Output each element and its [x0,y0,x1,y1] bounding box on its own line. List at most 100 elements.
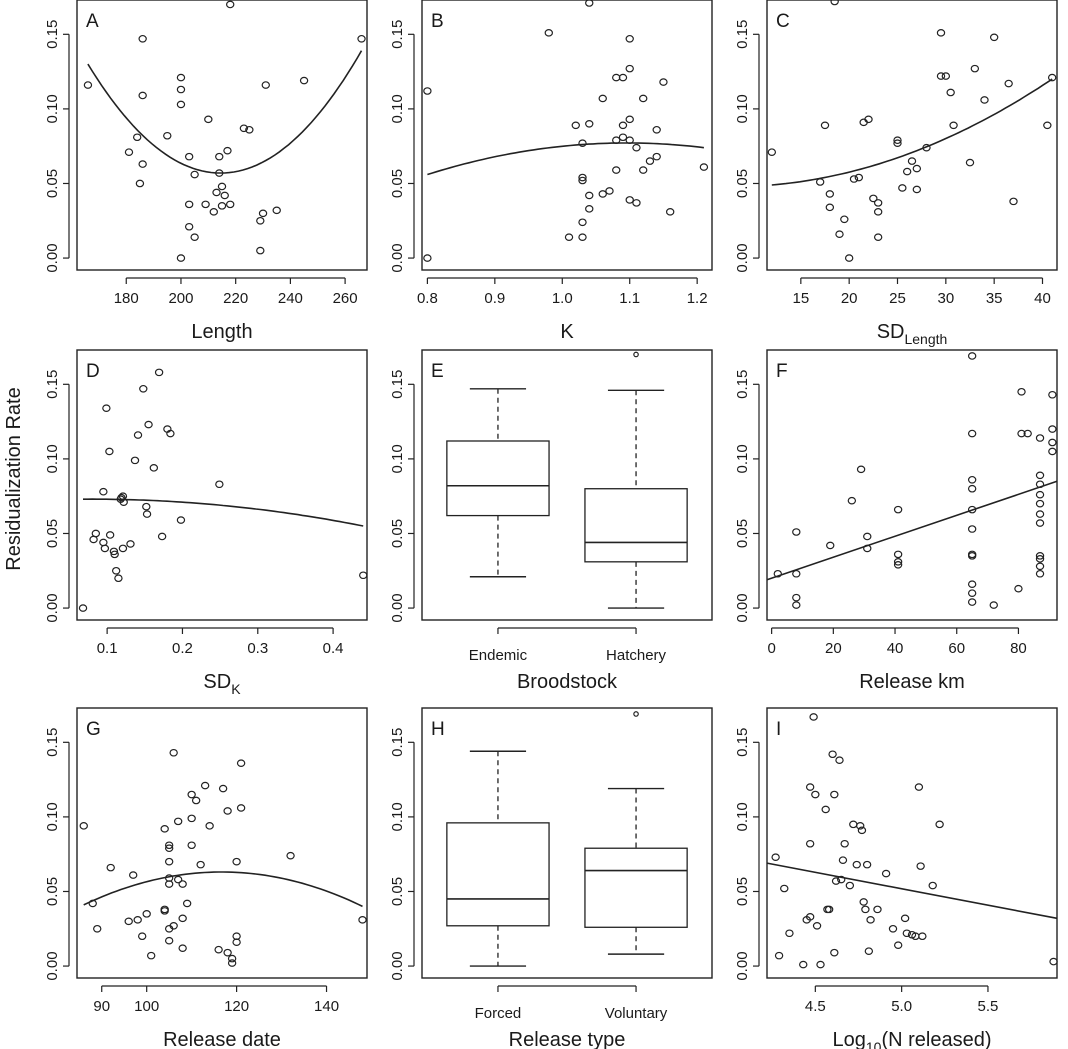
x-tick-label: 1.1 [619,290,640,307]
x-axis-label: K [560,321,574,343]
x-tick-label: Forced [475,1005,522,1022]
data-point [261,81,270,89]
x-tick-label: 0.3 [247,640,268,657]
data-point [967,429,977,438]
data-point [946,88,955,97]
y-tick-label: 0.00 [389,951,406,980]
data-point [1048,425,1057,433]
data-point [359,571,368,580]
data-point [209,208,218,216]
data-point [1017,387,1026,396]
y-tick-label: 0.00 [44,593,61,622]
data-point [164,874,174,882]
x-axis-label-sub: K [231,681,241,697]
data-point [1048,447,1057,456]
data-point [1017,429,1026,438]
data-point [205,822,214,830]
data-point [102,404,111,412]
data-point [914,783,924,791]
data-point [142,910,151,918]
data-point [220,191,229,200]
data-point [223,948,232,957]
data-point [258,209,268,218]
data-point [226,200,235,209]
data-point [854,173,864,182]
data-point [612,166,621,174]
x-tick-label: 100 [134,998,159,1015]
data-point [815,178,825,186]
y-tick-label: 0.05 [734,169,751,198]
x-axis-label-main: SD [877,321,905,343]
data-point [863,544,872,553]
data-point [138,34,147,43]
y-tick-label: 0.15 [389,370,406,399]
data-point [157,532,167,541]
data-point [286,851,295,860]
data-point [625,136,634,145]
data-point [137,932,147,941]
data-point [645,157,655,165]
y-tick-label: 0.15 [389,20,406,49]
data-point [652,125,661,134]
y-axis-label: Residualization Rate [3,387,25,570]
data-point [893,505,903,514]
data-point [785,929,794,938]
data-point [823,905,832,914]
plot-frame [766,707,1058,979]
data-point [821,805,830,814]
data-point [212,188,221,197]
data-point [1035,471,1045,480]
data-point [838,856,848,864]
data-point [916,862,925,870]
x-tick-label: 40 [887,640,904,657]
x-tick-label: Hatchery [606,647,667,664]
x-axis-label-main: SD [203,671,231,693]
x-axis-label: Release km [859,671,965,693]
data-point [146,951,156,960]
data-point [88,899,97,908]
data-point [792,593,801,602]
plot-frame [766,0,1058,271]
data-point [227,959,237,967]
y-tick-label: 0.05 [44,169,61,198]
data-point [1009,197,1018,206]
data-point [1035,519,1045,527]
data-point [200,781,210,790]
x-tick-label: 20 [841,290,858,307]
data-point [805,913,815,921]
fit-line [766,480,1058,581]
x-tick-label: Voluntary [605,1005,668,1022]
data-point [831,877,841,885]
data-point [893,139,902,148]
data-point [1049,957,1058,966]
x-tick-label: 180 [114,290,139,307]
data-point [138,91,147,100]
data-point [164,857,174,866]
data-point [227,954,237,963]
data-point [873,233,883,241]
data-point [164,841,174,850]
panel-label: H [431,719,445,740]
data-point [423,87,432,95]
data-point [585,120,594,128]
data-point [618,133,628,142]
data-point [299,76,309,85]
panel-label: C [776,11,790,32]
iqr-box [584,488,688,563]
x-tick-label: 15 [792,290,809,307]
fit-line [83,498,364,527]
data-point [232,857,241,866]
data-point [223,146,232,155]
data-point [811,790,820,799]
x-axis-label: SDK [203,671,241,697]
data-point [1035,555,1045,563]
data-point [632,199,641,207]
x-tick-label: 90 [93,998,110,1015]
x-tick-label: 30 [937,290,954,307]
panel-I: I 0.00 0.05 0.10 0.15 4.5 5.0 5.5 Log10(N releas… [734,707,1058,1049]
data-point [847,496,857,505]
data-point [856,822,865,830]
x-tick-label: 1.0 [552,290,573,307]
data-point [824,905,834,914]
data-point [187,841,196,850]
